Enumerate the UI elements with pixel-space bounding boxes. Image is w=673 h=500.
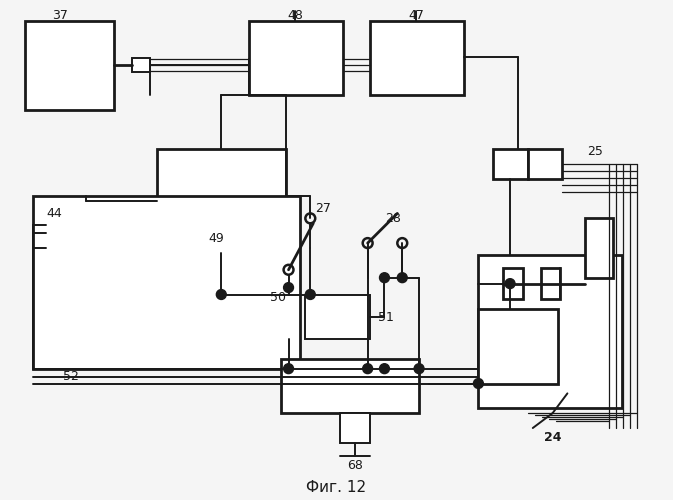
Bar bbox=[369, 20, 464, 94]
Circle shape bbox=[283, 364, 293, 374]
Bar bbox=[493, 149, 528, 179]
Bar bbox=[528, 149, 563, 179]
Text: 50: 50 bbox=[270, 291, 285, 304]
Circle shape bbox=[414, 364, 424, 374]
Bar bbox=[586, 218, 613, 278]
Text: 28: 28 bbox=[386, 212, 401, 225]
Text: 52: 52 bbox=[63, 370, 79, 383]
Circle shape bbox=[474, 378, 483, 388]
Text: 44: 44 bbox=[46, 207, 62, 220]
Bar bbox=[479, 255, 622, 408]
Text: 68: 68 bbox=[347, 459, 363, 472]
Text: 51: 51 bbox=[378, 310, 394, 324]
Circle shape bbox=[216, 290, 226, 300]
Text: 25: 25 bbox=[587, 144, 603, 158]
Bar bbox=[26, 20, 114, 110]
Circle shape bbox=[380, 364, 390, 374]
Bar bbox=[340, 413, 369, 443]
Bar bbox=[46, 218, 86, 282]
Bar bbox=[306, 294, 369, 339]
Text: 47: 47 bbox=[408, 9, 424, 22]
Bar bbox=[157, 149, 285, 253]
Text: 27: 27 bbox=[315, 202, 331, 215]
Text: 48: 48 bbox=[287, 9, 304, 22]
Bar bbox=[249, 20, 343, 94]
Circle shape bbox=[306, 290, 315, 300]
Text: 49: 49 bbox=[209, 232, 224, 244]
Bar bbox=[281, 359, 419, 413]
Text: 37: 37 bbox=[52, 9, 68, 22]
Text: Фиг. 12: Фиг. 12 bbox=[306, 480, 366, 495]
Circle shape bbox=[283, 282, 293, 292]
Bar bbox=[540, 268, 561, 300]
Circle shape bbox=[505, 278, 515, 288]
Circle shape bbox=[397, 272, 407, 282]
Bar bbox=[133, 58, 150, 72]
Bar bbox=[503, 268, 523, 300]
Bar bbox=[34, 196, 300, 368]
Bar bbox=[479, 310, 557, 384]
Circle shape bbox=[380, 272, 390, 282]
Text: 24: 24 bbox=[544, 432, 561, 444]
Circle shape bbox=[363, 364, 373, 374]
